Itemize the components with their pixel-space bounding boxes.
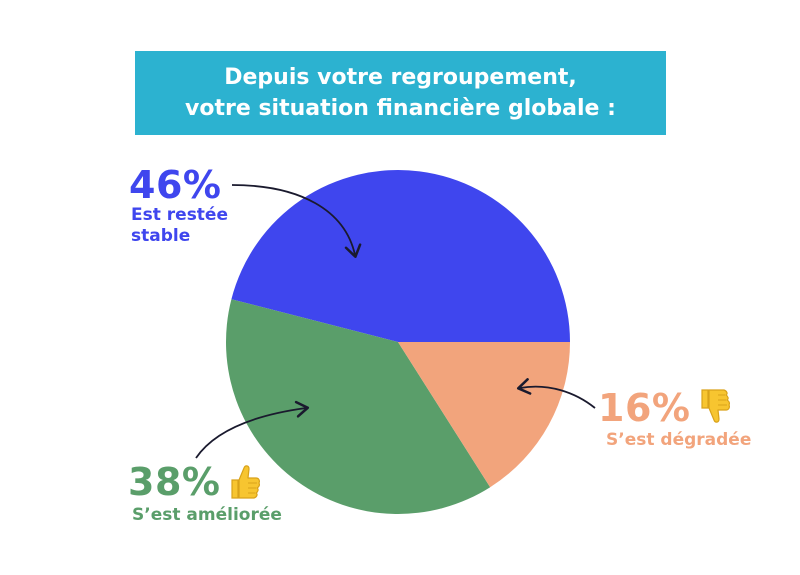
pct-row-ameliore: 38%	[128, 462, 282, 502]
label-degrade: 16% S’est dégradée	[598, 388, 751, 451]
pct-stable: 46%	[129, 163, 222, 207]
desc-stable-line-2: stable	[131, 226, 191, 246]
title-banner: Depuis votre regroupement, votre situati…	[135, 51, 666, 135]
pie-slice-stable	[231, 169, 570, 342]
thumbs-up-icon	[231, 465, 261, 499]
pct-degrade: 16%	[598, 386, 691, 430]
arrow-ameliore	[195, 400, 310, 459]
pie-slice-ameliore	[225, 299, 491, 514]
desc-stable-line-1: Est restée	[131, 205, 228, 225]
title-line-2: votre situation financière globale :	[185, 96, 616, 121]
thumbs-down-icon	[701, 389, 731, 423]
pct-ameliore: 38%	[128, 460, 221, 504]
desc-stable: Est restée stable	[131, 205, 251, 247]
desc-degrade: S’est dégradée	[606, 430, 752, 450]
title-line-1: Depuis votre regroupement,	[224, 65, 577, 90]
label-stable: 46% Est restée stable	[129, 165, 251, 247]
label-ameliore: 38% S’est améliorée	[128, 462, 282, 526]
pct-row-degrade: 16%	[598, 388, 751, 428]
desc-ameliore: S’est améliorée	[132, 505, 282, 525]
arrow-degrade	[516, 378, 596, 409]
arrow-stable	[231, 184, 362, 259]
